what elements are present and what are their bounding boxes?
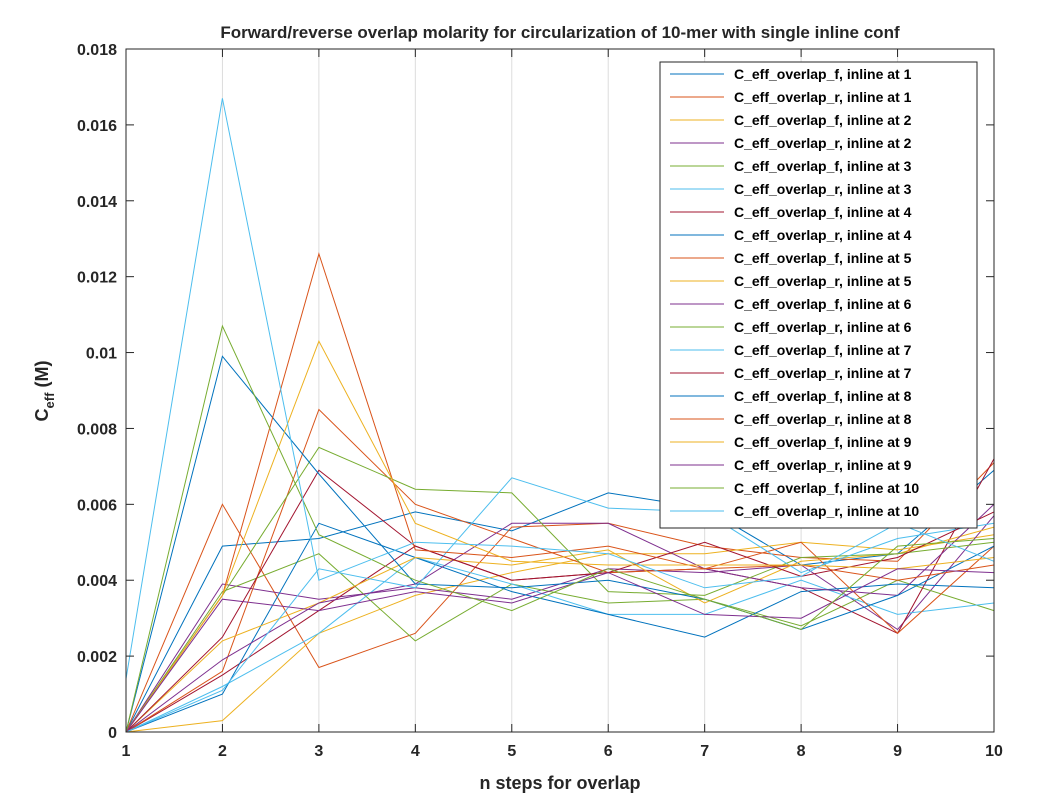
legend-entry-label: C_eff_overlap_r, inline at 1 bbox=[734, 89, 912, 105]
legend-entry-label: C_eff_overlap_r, inline at 6 bbox=[734, 319, 912, 335]
y-tick-label: 0.006 bbox=[77, 497, 117, 514]
legend-entry-label: C_eff_overlap_f, inline at 8 bbox=[734, 388, 912, 404]
x-tick-label: 6 bbox=[604, 743, 613, 760]
legend-entry-label: C_eff_overlap_r, inline at 4 bbox=[734, 227, 912, 243]
legend-entry-label: C_eff_overlap_f, inline at 6 bbox=[734, 296, 912, 312]
legend-entry-label: C_eff_overlap_r, inline at 7 bbox=[734, 365, 912, 381]
y-tick-label: 0.002 bbox=[77, 649, 117, 666]
series-line-20 bbox=[125, 98, 995, 679]
legend-entry-label: C_eff_overlap_r, inline at 10 bbox=[734, 503, 919, 519]
legend-entry-label: C_eff_overlap_f, inline at 4 bbox=[734, 204, 912, 220]
legend: C_eff_overlap_f, inline at 1 C_eff_overla… bbox=[659, 61, 978, 529]
series-line-2 bbox=[125, 462, 995, 733]
legend-entry-label: C_eff_overlap_f, inline at 3 bbox=[734, 158, 912, 174]
x-tick-label: 10 bbox=[985, 743, 1003, 760]
legend-entry-label: C_eff_overlap_r, inline at 9 bbox=[734, 457, 912, 473]
x-tick-label: 4 bbox=[411, 743, 420, 760]
series-line-5 bbox=[125, 553, 995, 733]
legend-entry-label: C_eff_overlap_r, inline at 3 bbox=[734, 181, 912, 197]
legend-box bbox=[659, 61, 978, 529]
x-tick-label: 8 bbox=[797, 743, 806, 760]
legend-entry-label: C_eff_overlap_f, inline at 10 bbox=[734, 480, 919, 496]
y-tick-label: 0 bbox=[108, 725, 117, 742]
legend-entry-label: C_eff_overlap_f, inline at 7 bbox=[734, 342, 912, 358]
y-tick-label: 0.012 bbox=[77, 270, 117, 287]
x-tick-label: 9 bbox=[893, 743, 902, 760]
legend-entry-label: C_eff_overlap_f, inline at 2 bbox=[734, 112, 912, 128]
y-tick-label: 0.008 bbox=[77, 421, 117, 438]
series-line-18 bbox=[125, 568, 995, 733]
series-line-13 bbox=[125, 477, 995, 733]
legend-entry-label: C_eff_overlap_f, inline at 5 bbox=[734, 250, 912, 266]
y-axis-label: Ceff (M) bbox=[32, 361, 57, 422]
chart-title: Forward/reverse overlap molarity for cir… bbox=[220, 23, 900, 42]
series-line-4 bbox=[125, 515, 995, 733]
series-lines bbox=[125, 98, 995, 733]
y-tick-label: 0.014 bbox=[77, 194, 117, 211]
y-tick-label: 0.016 bbox=[77, 118, 117, 135]
x-tick-label: 2 bbox=[218, 743, 227, 760]
y-tick-label: 0.018 bbox=[77, 42, 117, 59]
series-line-16 bbox=[125, 252, 995, 733]
axis-ticks: 1 2 3 4 5 6 7 8 9 10 0 0.002 0.004 0.006 0.008 0.01 0.01… bbox=[77, 42, 1003, 760]
y-tick-label: 0.004 bbox=[77, 573, 117, 590]
series-line-11 bbox=[125, 503, 995, 733]
x-tick-label: 3 bbox=[314, 743, 323, 760]
y-axis-label-unit: (M) bbox=[32, 361, 52, 393]
series-line-17 bbox=[125, 339, 995, 733]
plot-frame bbox=[125, 48, 995, 733]
legend-entry-label: C_eff_overlap_r, inline at 2 bbox=[734, 135, 912, 151]
legend-entry-label: C_eff_overlap_r, inline at 5 bbox=[734, 273, 912, 289]
series-line-10 bbox=[125, 526, 995, 733]
x-tick-label: 1 bbox=[122, 743, 131, 760]
x-tick-label: 5 bbox=[507, 743, 516, 760]
legend-entry-label: C_eff_overlap_f, inline at 9 bbox=[734, 434, 912, 450]
series-line-19 bbox=[125, 324, 995, 733]
y-tick-label: 0.01 bbox=[86, 346, 117, 363]
x-tick-label: 7 bbox=[700, 743, 709, 760]
series-line-15 bbox=[125, 355, 995, 733]
y-axis-label-subscript: eff bbox=[42, 392, 57, 409]
legend-entry-label: C_eff_overlap_r, inline at 8 bbox=[734, 411, 912, 427]
legend-entry-label: C_eff_overlap_f, inline at 1 bbox=[734, 66, 912, 82]
series-line-6 bbox=[125, 556, 995, 733]
y-axis-label-main: C bbox=[32, 408, 52, 421]
x-axis-label: n steps for overlap bbox=[479, 773, 640, 793]
